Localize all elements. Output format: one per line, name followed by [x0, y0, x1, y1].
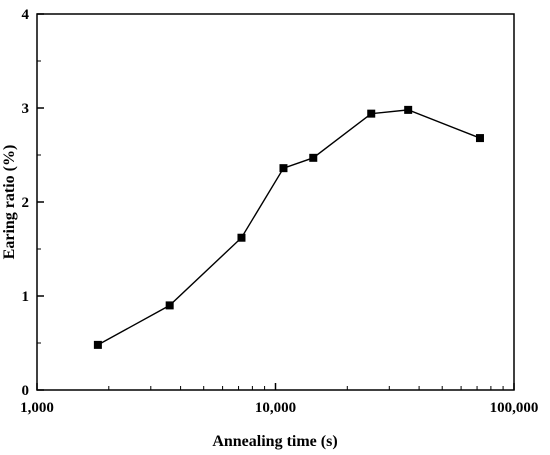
data-point: [165, 301, 174, 310]
plot-frame: [36, 13, 515, 391]
y-tick-label: 3: [22, 101, 30, 117]
data-point: [93, 340, 102, 349]
data-series: [93, 105, 484, 349]
y-tick-label: 2: [22, 195, 30, 211]
y-tick-label: 1: [22, 289, 30, 305]
y-axis-title: Earing ratio (%): [1, 145, 18, 260]
data-point: [237, 233, 246, 242]
data-point: [404, 105, 413, 114]
data-point: [475, 134, 484, 143]
x-tick-label: 100,000: [490, 400, 539, 416]
x-axis-title: Annealing time (s): [212, 433, 337, 450]
y-tick-label: 0: [22, 383, 30, 399]
y-tick-label: 4: [22, 7, 30, 23]
series-line: [97, 109, 481, 346]
data-point: [367, 109, 376, 118]
axis-ticks: [36, 13, 515, 391]
axis-tick-labels: 1,000 10,000 100,000 0 1 2 3 4: [20, 7, 538, 416]
x-tick-label: 1,000: [20, 400, 54, 416]
data-point: [279, 164, 288, 173]
data-point: [309, 153, 318, 162]
x-tick-label: 10,000: [255, 400, 296, 416]
